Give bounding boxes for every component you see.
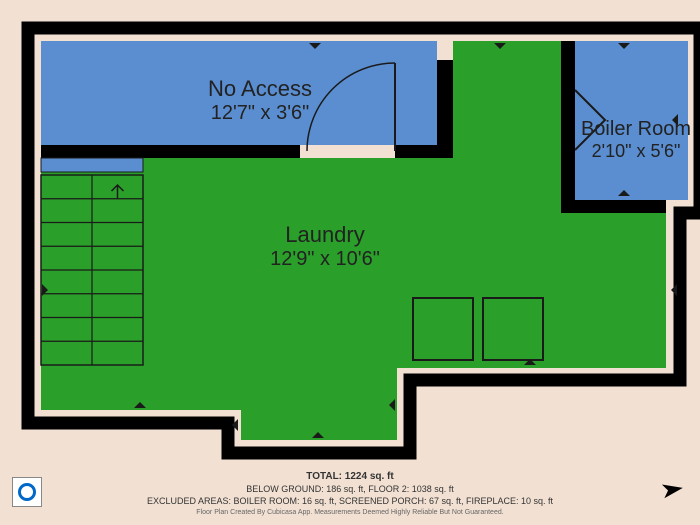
footer: TOTAL: 1224 sq. ft BELOW GROUND: 186 sq.… bbox=[0, 471, 700, 519]
room-dims-no-access: 12'7" x 3'6" bbox=[160, 102, 360, 125]
room-label-boiler: Boiler Room 2'10" x 5'6" bbox=[536, 118, 700, 162]
room-name-laundry: Laundry bbox=[225, 222, 425, 248]
footer-attribution: Floor Plan Created By Cubicasa App. Meas… bbox=[0, 507, 700, 519]
footer-line3: EXCLUDED AREAS: BOILER ROOM: 16 sq. ft, … bbox=[0, 495, 700, 507]
room-label-no-access: No Access 12'7" x 3'6" bbox=[160, 76, 360, 125]
room-label-laundry: Laundry 12'9" x 10'6" bbox=[225, 222, 425, 271]
logo-icon bbox=[12, 477, 42, 507]
room-dims-boiler: 2'10" x 5'6" bbox=[536, 141, 700, 162]
room-dims-laundry: 12'9" x 10'6" bbox=[225, 248, 425, 271]
north-arrow-icon bbox=[656, 475, 686, 505]
room-name-boiler: Boiler Room bbox=[536, 118, 700, 141]
footer-line2: BELOW GROUND: 186 sq. ft, FLOOR 2: 1038 … bbox=[0, 483, 700, 495]
room-name-no-access: No Access bbox=[160, 76, 360, 102]
footer-total: TOTAL: 1224 sq. ft bbox=[0, 471, 700, 483]
floorplan-canvas: No Access 12'7" x 3'6" Laundry 12'9" x 1… bbox=[0, 0, 700, 525]
